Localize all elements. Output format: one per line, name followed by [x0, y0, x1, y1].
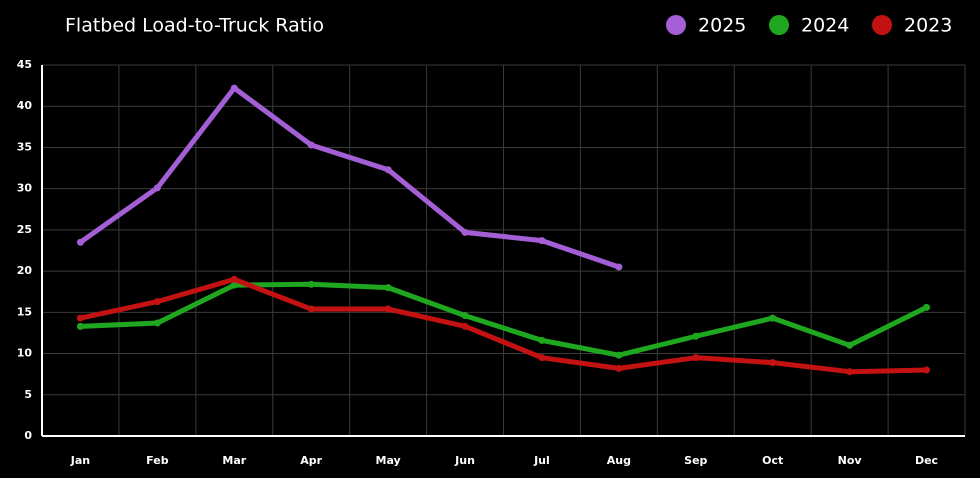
- point: [384, 284, 392, 292]
- point: [692, 332, 700, 340]
- x-tick-label: Jul: [533, 454, 550, 467]
- x-tick-label: Oct: [762, 454, 783, 467]
- point: [307, 305, 315, 313]
- point: [692, 354, 700, 362]
- series-line: [77, 85, 622, 270]
- point: [76, 322, 84, 330]
- x-tick-label: Feb: [146, 454, 169, 467]
- series-line: [77, 281, 930, 358]
- point: [615, 263, 623, 271]
- point: [153, 298, 161, 306]
- y-tick-label: 10: [17, 347, 33, 360]
- point: [153, 184, 161, 192]
- y-tick-label: 30: [17, 182, 33, 195]
- point: [307, 280, 315, 288]
- legend-label: 2025: [698, 15, 746, 37]
- point: [461, 322, 469, 330]
- x-tick-label: Jan: [70, 454, 90, 467]
- point: [230, 281, 238, 289]
- point: [538, 354, 546, 362]
- legend-label: 2023: [904, 15, 952, 37]
- y-tick-label: 40: [17, 99, 33, 112]
- series-line: [77, 276, 930, 375]
- point: [769, 314, 777, 322]
- point: [384, 305, 392, 313]
- point: [538, 336, 546, 344]
- x-tick-label: Mar: [222, 454, 246, 467]
- point: [76, 238, 84, 246]
- x-tick-label: Aug: [607, 454, 631, 467]
- y-tick-label: 0: [24, 429, 32, 442]
- y-tick-label: 20: [17, 264, 33, 277]
- legend: 2025 2024 2023: [666, 15, 952, 37]
- y-tick-label: 25: [17, 223, 32, 236]
- point: [615, 351, 623, 359]
- point: [923, 303, 931, 311]
- point: [923, 366, 931, 374]
- point: [76, 314, 84, 322]
- y-tick-label: 35: [17, 140, 32, 153]
- x-tick-label: Dec: [915, 454, 938, 467]
- legend-swatch: [666, 15, 686, 35]
- x-tick-label: May: [376, 454, 401, 467]
- point: [461, 228, 469, 236]
- point: [153, 319, 161, 327]
- point: [230, 275, 238, 283]
- chart-title: Flatbed Load-to-Truck Ratio: [65, 15, 324, 37]
- x-tick-label: Sep: [684, 454, 707, 467]
- y-tick-label: 5: [24, 388, 32, 401]
- legend-swatch: [769, 15, 789, 35]
- x-tick-label: Jun: [454, 454, 475, 467]
- point: [615, 364, 623, 372]
- point: [538, 237, 546, 245]
- legend-label: 2024: [801, 15, 849, 37]
- point: [307, 141, 315, 149]
- point: [384, 166, 392, 174]
- point: [769, 359, 777, 367]
- legend-swatch: [872, 15, 892, 35]
- point: [846, 341, 854, 349]
- x-tick-label: Nov: [838, 454, 863, 467]
- y-tick-label: 15: [17, 305, 32, 318]
- point: [846, 368, 854, 376]
- point: [230, 84, 238, 92]
- y-tick-label: 45: [17, 58, 32, 71]
- x-tick-label: Apr: [300, 454, 322, 467]
- point: [461, 312, 469, 320]
